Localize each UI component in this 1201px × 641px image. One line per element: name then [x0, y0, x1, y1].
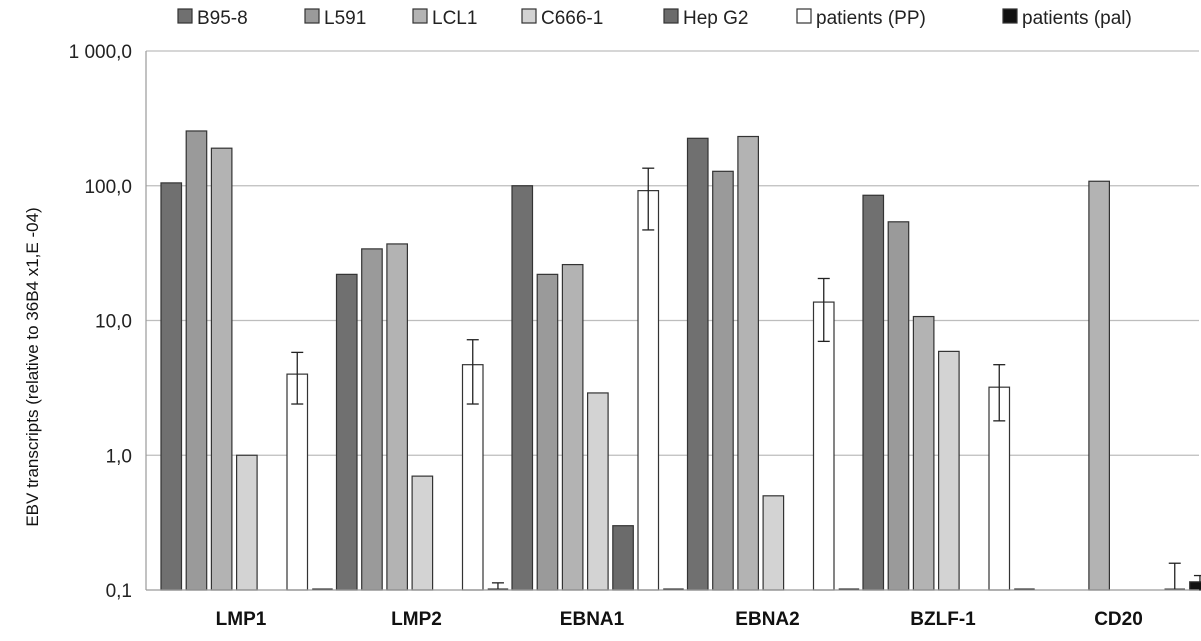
legend-swatch [304, 8, 320, 24]
bar [586, 392, 609, 591]
category-label: CD20 [1094, 609, 1143, 630]
legend-swatch [177, 8, 193, 24]
bar [411, 475, 434, 591]
y-axis-ticks: 0,1 1,0 10,0 100,0 1 000,0 [69, 42, 132, 602]
category-label: LMP2 [391, 609, 442, 630]
bar [712, 170, 734, 591]
y-tick-label: 1 000,0 [69, 42, 132, 63]
bar [887, 221, 910, 591]
bar [236, 454, 258, 591]
y-tick-label: 1,0 [106, 446, 132, 467]
category-label: BZLF-1 [910, 609, 976, 630]
legend-label: L591 [324, 8, 366, 29]
bar [361, 248, 383, 591]
legend-label: C666-1 [541, 8, 603, 29]
axes [145, 51, 1199, 591]
legend-label: Hep G2 [683, 8, 748, 29]
bar [737, 135, 760, 591]
error-bars [291, 167, 1201, 590]
legend-label: LCL1 [432, 8, 477, 29]
bar [335, 273, 358, 591]
bar [185, 130, 208, 591]
y-tick-label: 10,0 [95, 312, 132, 333]
bar [210, 147, 233, 591]
bar [1189, 581, 1201, 591]
bar [286, 373, 309, 591]
legend-swatch [1002, 8, 1018, 24]
bar [1088, 180, 1111, 591]
legend-label: patients (pal) [1022, 8, 1132, 29]
bar [160, 182, 183, 591]
legend-swatch [412, 8, 428, 24]
category-label: LMP1 [216, 609, 267, 630]
bar [812, 301, 835, 591]
legend-label: B95-8 [197, 8, 248, 29]
bar [686, 137, 709, 591]
legend-swatch [521, 8, 537, 24]
bar [762, 495, 785, 591]
category-labels: LMP1 LMP2 EBNA1 EBNA2 BZLF-1 CD20 [216, 609, 1143, 630]
legend-swatch [796, 8, 812, 24]
bar [862, 194, 885, 591]
bars [160, 130, 1201, 591]
legend-swatch [663, 8, 679, 24]
bar [511, 185, 534, 591]
bar [937, 350, 960, 591]
bar [637, 190, 660, 591]
category-label: EBNA1 [560, 609, 625, 630]
y-axis-label: EBV transcripts (relative to 36B4 x1,E -… [23, 207, 42, 526]
bar [612, 525, 634, 591]
bar [536, 273, 559, 591]
bar [912, 315, 935, 591]
bar [561, 263, 584, 591]
category-label: EBNA2 [735, 609, 799, 630]
y-tick-label: 100,0 [84, 177, 132, 198]
bar [386, 243, 408, 591]
gridlines [146, 50, 1199, 456]
legend-label: patients (PP) [816, 8, 926, 29]
legend: B95-8 L591 LCL1 C666-1 Hep G2 patients (PP) pa… [177, 8, 1132, 29]
y-tick-label: 0,1 [106, 581, 132, 602]
